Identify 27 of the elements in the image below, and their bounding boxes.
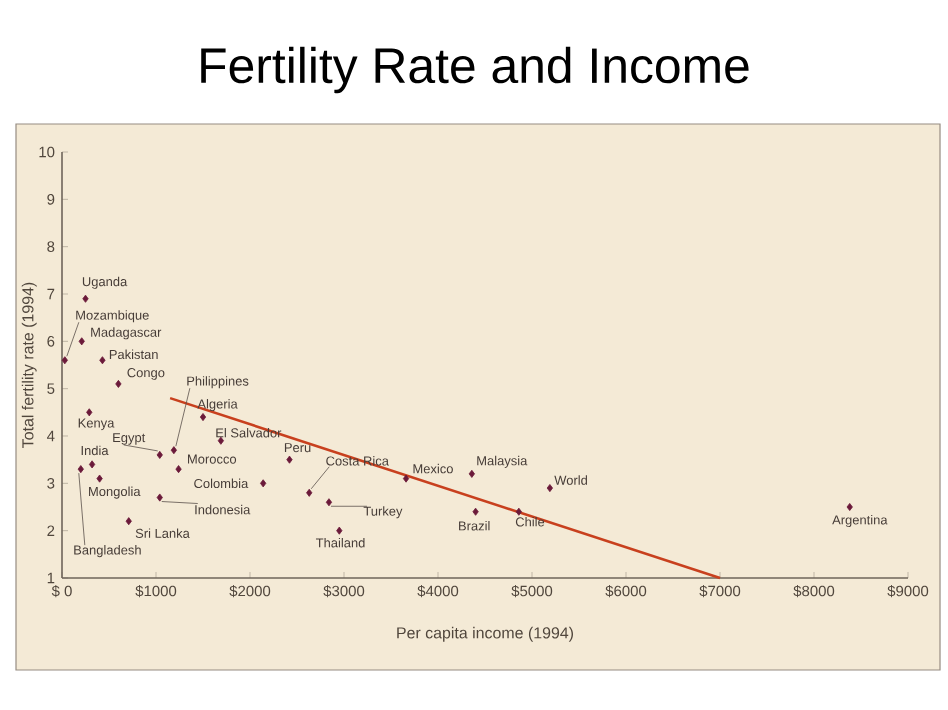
point [468, 469, 475, 478]
point [96, 474, 103, 483]
point [306, 488, 313, 497]
point [115, 379, 122, 388]
point [325, 498, 333, 507]
point [286, 455, 293, 464]
point [88, 460, 96, 469]
point [472, 507, 479, 516]
point [170, 446, 177, 455]
point [78, 337, 85, 346]
point [336, 526, 343, 535]
point [846, 503, 853, 511]
point [156, 450, 163, 459]
point [402, 474, 410, 483]
point [546, 484, 553, 493]
point [515, 507, 522, 516]
point [99, 356, 106, 365]
point [82, 294, 89, 303]
point [199, 413, 207, 422]
point [125, 517, 132, 526]
point [86, 408, 93, 417]
point [175, 465, 182, 474]
point [260, 479, 267, 488]
chart-title: Fertility Rate and Income [201, 46, 749, 94]
point [77, 465, 84, 474]
point [156, 493, 163, 502]
point [61, 356, 68, 365]
